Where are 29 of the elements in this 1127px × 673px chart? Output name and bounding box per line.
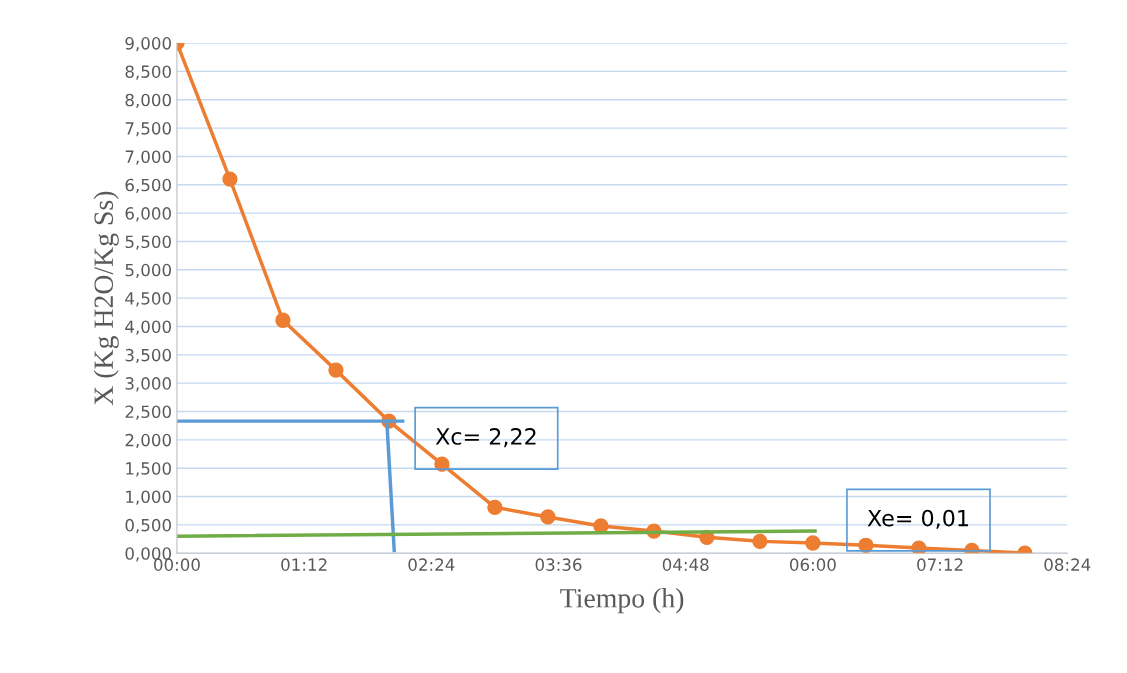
x-tick-label: 04:48 [662,558,709,571]
x-tick-label: 06:00 [789,558,836,571]
annotation: Xe= 0,01 [867,509,968,529]
y-tick-label: 1,500 [126,462,171,477]
y-tick-label: 6,500 [125,178,171,194]
y-axis-title: X (Kg H2O/Kg Ss) [93,191,119,406]
y-tick-label: 0,500 [125,518,171,534]
y-tick-label: 8,500 [125,65,171,80]
x-tick-label: 01:12 [281,558,327,571]
x-tick-label: 08:24 [1044,558,1091,571]
y-tick-label: 7,000 [125,150,171,165]
y-tick-label: 3,000 [125,377,171,392]
x-tick-label: 03:36 [535,558,582,571]
x-tick-label: 07:12 [917,558,963,571]
annotation: Xc= 2,22 [435,428,536,448]
y-tick-label: 5,000 [125,263,171,279]
y-tick-label: 4,000 [125,320,171,335]
y-tick-label: 2,500 [125,405,171,420]
y-tick-label: 3,500 [125,348,171,364]
y-tick-label: 2,000 [125,433,171,449]
y-tick-label: 4,500 [125,292,171,307]
y-tick-label: 8,000 [125,93,171,109]
x-axis-title: Tiempo (h) [560,588,684,614]
x-tick-label: 02:24 [408,558,455,571]
y-tick-label: 9,000 [125,37,171,52]
y-tick-label: 7,500 [125,122,171,137]
y-tick-label: 5,500 [125,235,171,250]
y-tick-label: 6,000 [125,207,171,222]
y-tick-label: 1,000 [126,490,171,505]
